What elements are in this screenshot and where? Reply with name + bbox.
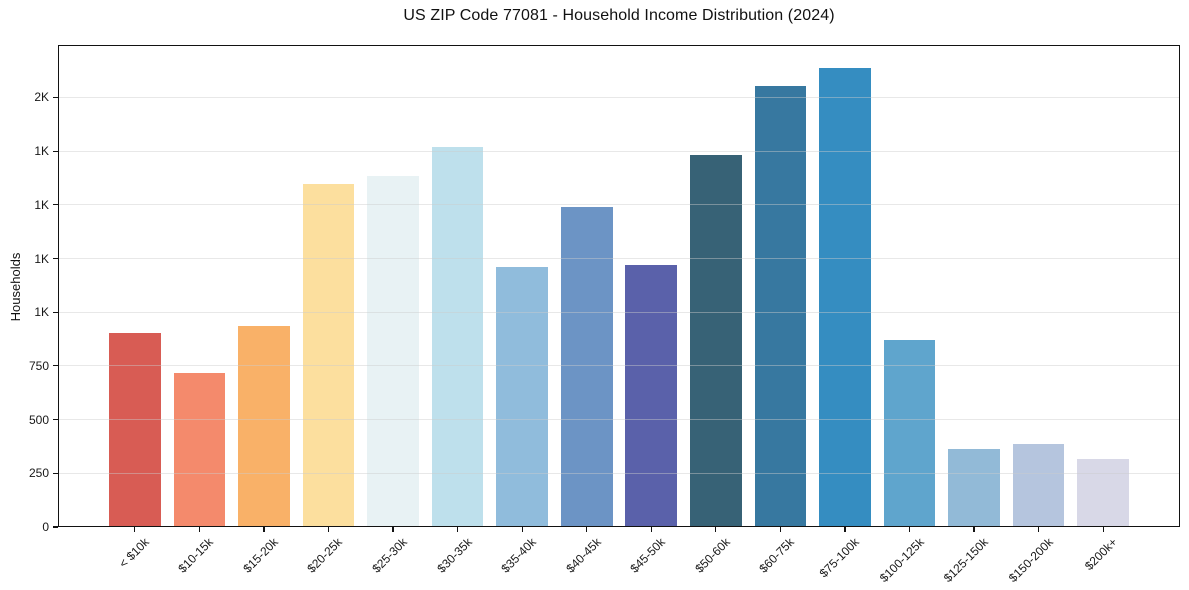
- gridline: [58, 258, 1180, 259]
- gridline: [58, 96, 1180, 98]
- bar: [560, 206, 613, 527]
- bar: [109, 332, 161, 527]
- y-tick-label: 500: [28, 412, 49, 427]
- gridline: [58, 150, 1180, 152]
- y-axis-label: Households: [8, 252, 23, 322]
- y-tick-label: 1K: [34, 251, 49, 266]
- y-tick-label: 0: [42, 520, 49, 534]
- chart-title: US ZIP Code 77081 - Household Income Dis…: [403, 7, 835, 24]
- gridline: [58, 204, 1180, 206]
- y-tick-label: 250: [28, 466, 49, 481]
- x-tick-mark: [457, 527, 459, 532]
- y-tick-mark: [52, 419, 58, 421]
- y-tick-label: 2K: [34, 90, 49, 105]
- bar: [302, 184, 355, 527]
- x-tick-mark: [198, 527, 200, 532]
- y-tick-mark: [52, 204, 58, 206]
- bar: [625, 264, 678, 527]
- x-tick-mark: [327, 527, 330, 532]
- bar: [367, 175, 419, 527]
- bar: [238, 326, 290, 527]
- bar: [496, 267, 548, 527]
- x-tick-mark: [392, 527, 394, 532]
- y-tick-label: 1K: [34, 197, 49, 212]
- x-tick-mark: [1038, 527, 1040, 532]
- gridline: [58, 419, 1180, 421]
- y-tick-mark: [52, 526, 58, 528]
- y-tick-label: 750: [28, 358, 49, 373]
- x-tick-mark: [1102, 527, 1104, 532]
- gridline: [58, 311, 1180, 313]
- x-tick-mark: [715, 527, 717, 532]
- bar: [948, 448, 1000, 527]
- bar: [754, 85, 807, 527]
- bar: [1077, 459, 1129, 527]
- bar: [1012, 444, 1065, 527]
- y-tick-mark: [52, 472, 58, 474]
- x-tick-mark: [586, 527, 588, 532]
- bar: [883, 340, 936, 527]
- bar: [431, 146, 484, 527]
- x-tick-mark: [844, 527, 846, 532]
- bar: [173, 373, 226, 527]
- gridline: [58, 365, 1180, 367]
- y-tick-label: 1K: [34, 144, 49, 159]
- y-tick-label: 1K: [34, 305, 49, 320]
- plot-area: [58, 45, 1180, 527]
- x-tick-mark: [650, 527, 652, 532]
- y-tick-mark: [52, 96, 58, 98]
- x-tick-mark: [779, 527, 781, 532]
- y-tick-mark: [52, 365, 58, 367]
- x-tick-mark: [521, 527, 523, 532]
- y-tick-mark: [52, 311, 58, 313]
- x-tick-mark: [973, 527, 975, 532]
- bar: [690, 155, 742, 527]
- gridline: [58, 472, 1180, 474]
- y-tick-mark: [52, 257, 58, 260]
- x-tick-mark: [263, 527, 265, 532]
- x-tick-mark: [908, 527, 911, 532]
- bar: [819, 68, 871, 527]
- x-tick-mark: [134, 527, 136, 532]
- y-tick-mark: [52, 150, 58, 152]
- x-tick-label: < $10k: [116, 535, 152, 571]
